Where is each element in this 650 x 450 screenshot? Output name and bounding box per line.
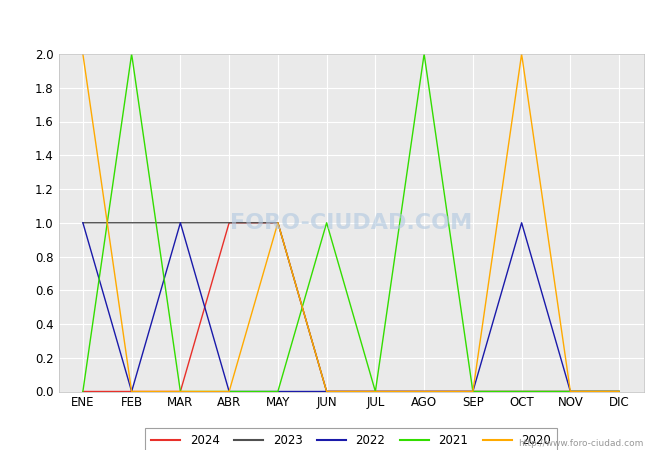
2020 (469, 389, 477, 394)
2024 (615, 389, 623, 394)
2021 (615, 389, 623, 394)
2024 (225, 220, 233, 225)
2020 (420, 389, 428, 394)
2022 (79, 220, 87, 225)
2020 (225, 389, 233, 394)
2020 (177, 389, 185, 394)
2020 (615, 389, 623, 394)
Line: 2020: 2020 (83, 54, 619, 392)
2021 (79, 389, 87, 394)
2021 (420, 51, 428, 57)
2023 (79, 220, 87, 225)
2023 (420, 389, 428, 394)
2023 (177, 220, 185, 225)
2021 (322, 220, 330, 225)
2022 (177, 220, 185, 225)
2022 (372, 389, 380, 394)
2022 (615, 389, 623, 394)
2021 (274, 389, 282, 394)
2024 (79, 389, 87, 394)
2021 (469, 389, 477, 394)
2021 (225, 389, 233, 394)
2021 (177, 389, 185, 394)
2022 (469, 389, 477, 394)
2023 (372, 389, 380, 394)
2022 (420, 389, 428, 394)
2020 (517, 51, 525, 57)
2024 (372, 389, 380, 394)
2024 (420, 389, 428, 394)
2023 (127, 220, 136, 225)
2022 (517, 220, 525, 225)
2024 (566, 389, 575, 394)
Text: FORO-CIUDAD.COM: FORO-CIUDAD.COM (230, 213, 472, 233)
Line: 2024: 2024 (83, 223, 619, 392)
2020 (127, 389, 136, 394)
2022 (274, 389, 282, 394)
2023 (274, 220, 282, 225)
2021 (517, 389, 525, 394)
2022 (566, 389, 575, 394)
Line: 2022: 2022 (83, 223, 619, 392)
2020 (372, 389, 380, 394)
2024 (274, 220, 282, 225)
2024 (127, 389, 136, 394)
2023 (322, 389, 330, 394)
2022 (127, 389, 136, 394)
2021 (566, 389, 575, 394)
2020 (322, 389, 330, 394)
2023 (469, 389, 477, 394)
2023 (517, 389, 525, 394)
2023 (615, 389, 623, 394)
2022 (322, 389, 330, 394)
2024 (322, 389, 330, 394)
2023 (566, 389, 575, 394)
2020 (274, 220, 282, 225)
2020 (566, 389, 575, 394)
2024 (177, 389, 185, 394)
2021 (127, 51, 136, 57)
2024 (469, 389, 477, 394)
2021 (372, 389, 380, 394)
Line: 2021: 2021 (83, 54, 619, 392)
2022 (225, 389, 233, 394)
2023 (225, 220, 233, 225)
2024 (517, 389, 525, 394)
2020 (79, 51, 87, 57)
Text: Matriculaciones de Vehiculos en Bentarique: Matriculaciones de Vehiculos en Bentariq… (144, 18, 506, 36)
Line: 2023: 2023 (83, 223, 619, 392)
Legend: 2024, 2023, 2022, 2021, 2020: 2024, 2023, 2022, 2021, 2020 (145, 428, 557, 450)
Text: http://www.foro-ciudad.com: http://www.foro-ciudad.com (518, 439, 644, 448)
